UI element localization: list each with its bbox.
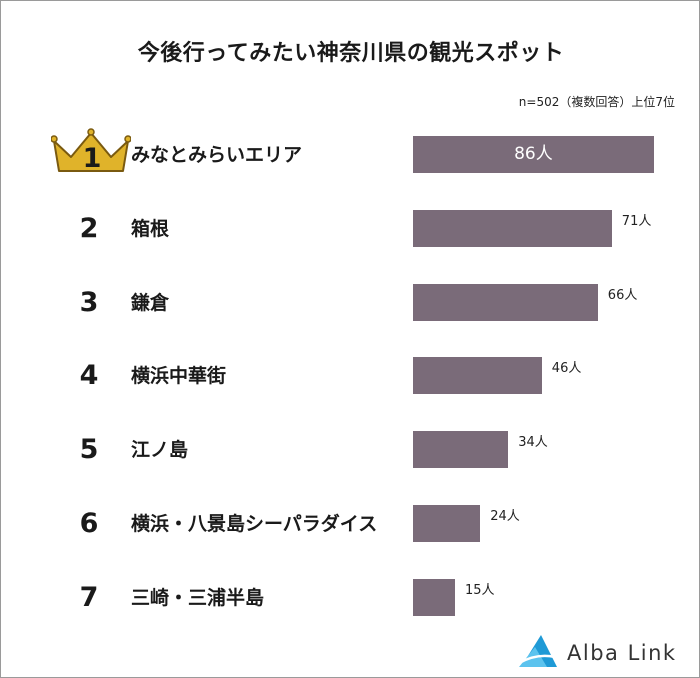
category-label: 横浜・八景島シーパラダイス	[131, 513, 378, 535]
bar	[413, 136, 654, 173]
rank-number: 4	[79, 360, 99, 392]
bar	[413, 357, 542, 395]
bar	[413, 209, 612, 247]
chart-title: 今後行ってみたい神奈川県の観光スポット	[137, 41, 565, 66]
category-label: 箱根	[131, 217, 170, 240]
bar	[413, 431, 509, 469]
crown-icon	[51, 128, 131, 172]
value-label: 24人	[490, 509, 520, 524]
sample-note: n=502（複数回答）上位7位	[518, 95, 675, 109]
category-label: みなとみらいエリア	[131, 144, 303, 166]
category-label: 鎌倉	[131, 291, 170, 314]
bar	[413, 505, 481, 542]
value-label: 34人	[518, 435, 548, 451]
rank-number: 6	[79, 508, 99, 539]
value-label: 46人	[551, 361, 582, 377]
rank-number: 7	[79, 581, 99, 613]
value-label: 66人	[607, 287, 638, 303]
rank-number: 5	[79, 434, 99, 466]
value-label: 15人	[465, 582, 495, 598]
category-label: 三崎・三浦半島	[131, 586, 265, 609]
rank-number: 3	[79, 286, 99, 318]
alba-link-logo-icon	[518, 635, 557, 667]
category-label: 横浜中華街	[131, 365, 227, 388]
value-label: 86人	[514, 144, 553, 164]
category-label: 江ノ島	[131, 439, 189, 462]
brand-name: Alba Link	[567, 641, 677, 665]
bar	[413, 578, 455, 616]
rank-number: 1	[82, 143, 102, 174]
rank-number: 2	[79, 212, 99, 244]
value-label: 71人	[621, 213, 652, 229]
bar	[413, 283, 598, 321]
